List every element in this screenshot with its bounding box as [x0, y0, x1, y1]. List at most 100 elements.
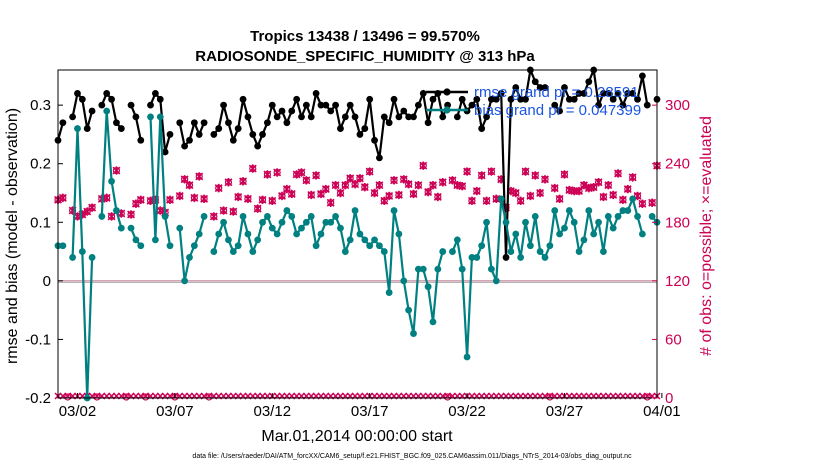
bias-point — [526, 242, 534, 250]
evaluated-obs-marker — [58, 193, 67, 203]
rmse-point — [609, 95, 617, 103]
evaluated-obs-marker — [472, 186, 481, 196]
evaluated-obs-marker — [312, 171, 321, 180]
evaluated-obs-marker — [536, 188, 545, 198]
bias-point — [307, 213, 315, 220]
rmse-point — [453, 113, 461, 121]
bias-point — [312, 242, 320, 250]
evaluated-obs-marker — [550, 183, 559, 193]
bias-point — [298, 224, 305, 232]
bias-point — [536, 248, 544, 255]
y-axis-label: rmse and bias (model - observation) — [4, 108, 21, 364]
y2-tick-label: 180 — [665, 214, 690, 231]
rmse-point — [127, 101, 135, 109]
evaluated-obs-marker — [463, 167, 472, 176]
evaluated-obs-marker — [214, 183, 223, 193]
bias-point — [127, 224, 135, 232]
bias-point — [74, 125, 81, 132]
legend-rmse-marker — [443, 88, 451, 96]
evaluated-obs-marker — [102, 193, 111, 203]
evaluated-obs-marker — [224, 178, 233, 187]
bias-point — [561, 224, 568, 232]
bias-point — [517, 254, 525, 261]
bias-point — [531, 213, 539, 220]
evaluated-obs-marker — [482, 196, 491, 206]
bias-point — [273, 230, 281, 238]
bias-point — [488, 265, 495, 273]
rmse-series-line — [129, 104, 142, 141]
rmse-point — [151, 90, 159, 97]
evaluated-obs-marker — [336, 188, 345, 198]
bias-point — [424, 283, 432, 291]
bias-point — [190, 242, 198, 250]
bias-point — [619, 207, 627, 214]
bias-point — [117, 224, 125, 232]
evaluated-obs-marker — [258, 195, 267, 205]
evaluated-obs-marker — [599, 192, 608, 202]
rmse-point — [439, 113, 447, 121]
rmse-point — [575, 90, 583, 97]
bias-point — [400, 277, 408, 285]
rmse-point — [302, 101, 310, 109]
bias-point — [322, 218, 330, 226]
bias-point — [288, 213, 296, 220]
legend-rmse-text: rmse grand pr = 0.28591 — [474, 84, 639, 101]
bias-point — [113, 207, 120, 214]
rmse-point — [600, 90, 607, 97]
footnote: data file: /Users/raeder/DAI/ATM_forcXX/… — [192, 453, 632, 460]
bias-point — [502, 218, 510, 226]
rmse-point — [405, 113, 413, 121]
rmse-point — [137, 136, 145, 144]
rmse-point — [293, 95, 301, 103]
bias-point — [200, 213, 208, 220]
rmse-point — [288, 107, 296, 115]
bias-point — [259, 218, 266, 226]
bias-point — [88, 254, 96, 261]
evaluated-obs-marker — [321, 184, 330, 194]
bias-point — [565, 207, 573, 214]
evaluated-obs-marker — [511, 188, 520, 198]
x-tick-label: 03/27 — [546, 403, 584, 420]
bias-point — [278, 218, 286, 226]
rmse-point — [634, 95, 641, 103]
bias-series-line — [451, 195, 644, 358]
evaluated-obs-marker — [302, 176, 311, 185]
bias-point — [59, 242, 67, 250]
rmse-point — [78, 95, 86, 103]
rmse-point — [580, 90, 588, 97]
bias-point — [137, 242, 145, 250]
rmse-point — [629, 90, 637, 97]
y-tick-label: 0.3 — [30, 97, 51, 114]
evaluated-obs-marker — [287, 189, 296, 199]
bias-point — [590, 230, 598, 238]
bias-point — [186, 254, 193, 261]
rmse-point — [561, 84, 568, 91]
rmse-point — [103, 90, 111, 97]
bias-point — [478, 242, 486, 250]
rmse-point — [390, 95, 398, 103]
rmse-point — [254, 142, 262, 150]
rmse-point — [419, 90, 427, 97]
bias-point — [332, 213, 339, 220]
bias-point — [390, 207, 398, 214]
evaluated-obs-marker — [404, 180, 413, 189]
rmse-point — [210, 131, 218, 138]
rmse-point — [283, 119, 291, 127]
bias-point — [176, 224, 184, 232]
evaluated-obs-marker — [219, 206, 228, 215]
x-axis: 03/02 03/07 03/12 03/17 03/22 03/27 04/01 — [59, 393, 681, 420]
bias-point — [405, 306, 413, 314]
bias-point — [161, 213, 169, 220]
rmse-point — [385, 119, 393, 127]
bias-point — [220, 218, 227, 226]
evaluated-obs-marker — [467, 196, 476, 206]
rmse-point — [380, 113, 388, 121]
bias-point — [546, 242, 554, 250]
rmse-point — [327, 107, 335, 115]
evaluated-obs-marker — [136, 195, 145, 205]
evaluated-obs-marker — [127, 210, 136, 219]
rmse-point — [483, 113, 490, 121]
bias-point — [327, 218, 335, 226]
rmse-point — [264, 119, 271, 127]
bias-point — [166, 242, 174, 250]
